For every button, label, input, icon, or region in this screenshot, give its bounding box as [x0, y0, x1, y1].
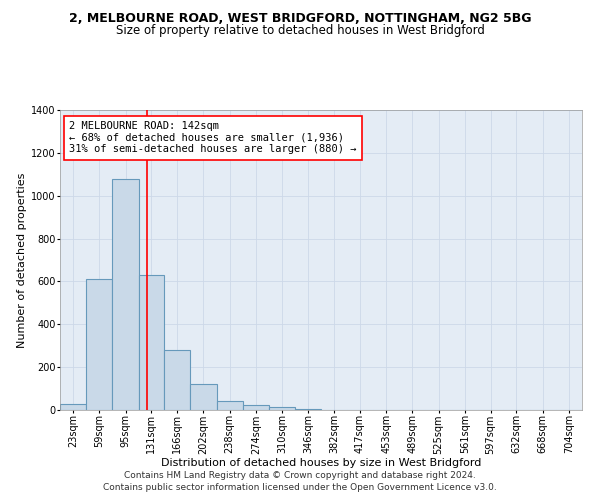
X-axis label: Distribution of detached houses by size in West Bridgford: Distribution of detached houses by size …: [161, 458, 481, 468]
Bar: [86, 280, 112, 410]
Bar: [60, 404, 86, 410]
Bar: [112, 178, 139, 410]
Bar: [190, 384, 217, 410]
Bar: [139, 275, 164, 410]
Bar: [243, 404, 269, 410]
Bar: [295, 409, 322, 410]
Bar: [269, 407, 295, 410]
Text: 2, MELBOURNE ROAD, WEST BRIDGFORD, NOTTINGHAM, NG2 5BG: 2, MELBOURNE ROAD, WEST BRIDGFORD, NOTTI…: [69, 12, 531, 26]
Y-axis label: Number of detached properties: Number of detached properties: [17, 172, 27, 348]
Bar: [164, 350, 190, 410]
Text: Size of property relative to detached houses in West Bridgford: Size of property relative to detached ho…: [116, 24, 484, 37]
Bar: [217, 402, 243, 410]
Text: Contains public sector information licensed under the Open Government Licence v3: Contains public sector information licen…: [103, 483, 497, 492]
Text: Contains HM Land Registry data © Crown copyright and database right 2024.: Contains HM Land Registry data © Crown c…: [124, 472, 476, 480]
Text: 2 MELBOURNE ROAD: 142sqm
← 68% of detached houses are smaller (1,936)
31% of sem: 2 MELBOURNE ROAD: 142sqm ← 68% of detach…: [70, 122, 357, 154]
